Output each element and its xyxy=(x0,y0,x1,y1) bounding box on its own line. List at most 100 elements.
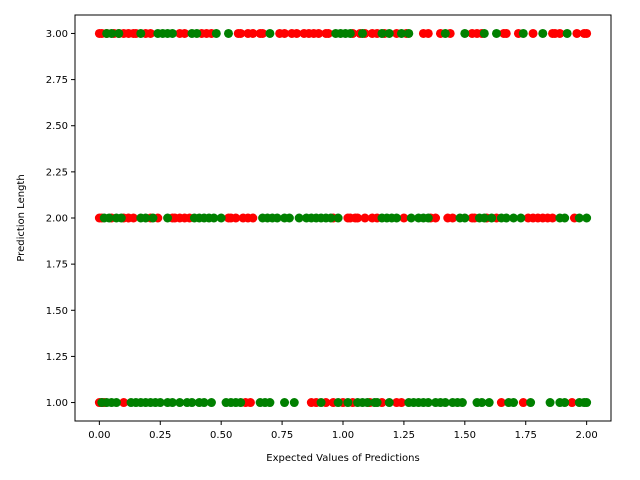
point-green-32 xyxy=(116,213,126,223)
point-green-22 xyxy=(440,28,450,38)
point-green-105 xyxy=(289,398,299,408)
point-green-137 xyxy=(582,398,592,408)
point-green-81 xyxy=(111,398,121,408)
point-green-42 xyxy=(216,213,226,223)
y-tick-label: 2.50 xyxy=(46,121,68,132)
y-tick-label: 1.25 xyxy=(46,352,68,363)
y-tick-label: 3.00 xyxy=(46,29,68,40)
point-green-134 xyxy=(560,398,570,408)
y-tick-label: 1.75 xyxy=(46,260,68,271)
point-red-10 xyxy=(146,28,156,38)
point-green-131 xyxy=(526,398,536,408)
x-tick-label: 0.75 xyxy=(271,430,293,441)
point-red-31 xyxy=(323,28,333,38)
point-green-56 xyxy=(333,213,343,223)
point-red-54 xyxy=(572,28,582,38)
point-red-117 xyxy=(518,398,528,408)
point-green-64 xyxy=(423,213,433,223)
point-green-69 xyxy=(487,213,497,223)
point-green-77 xyxy=(582,213,592,223)
point-green-68 xyxy=(479,213,489,223)
x-tick-label: 2.00 xyxy=(576,430,598,441)
x-tick-label: 1.00 xyxy=(332,430,354,441)
point-green-91 xyxy=(175,398,185,408)
point-green-16 xyxy=(345,28,355,38)
point-green-66 xyxy=(460,213,470,223)
x-tick-label: 0.50 xyxy=(210,430,232,441)
x-tick-label: 1.75 xyxy=(515,430,537,441)
point-green-26 xyxy=(518,28,528,38)
x-tick-label: 0.00 xyxy=(88,430,110,441)
x-tick-label: 1.50 xyxy=(454,430,476,441)
point-green-93 xyxy=(187,398,197,408)
point-green-18 xyxy=(377,28,387,38)
point-green-28 xyxy=(562,28,572,38)
point-red-103 xyxy=(119,398,129,408)
point-green-71 xyxy=(501,213,511,223)
point-red-48 xyxy=(501,28,511,38)
x-axis-ticks: 0.00 0.25 0.50 0.75 1.00 1.25 1.50 1.75 2.00 xyxy=(88,421,598,441)
point-red-118 xyxy=(567,398,577,408)
y-tick-label: 1.00 xyxy=(46,398,68,409)
y-axis-label: Prediction Length xyxy=(16,174,27,261)
point-green-10 xyxy=(211,28,221,38)
point-red-115 xyxy=(396,398,406,408)
x-tick-label: 0.25 xyxy=(149,430,171,441)
point-green-7 xyxy=(167,28,177,38)
point-green-21 xyxy=(404,28,414,38)
point-green-46 xyxy=(272,213,282,223)
point-red-80 xyxy=(353,213,363,223)
point-red-116 xyxy=(496,398,506,408)
y-tick-label: 2.25 xyxy=(46,167,68,178)
point-red-19 xyxy=(248,28,258,38)
point-green-88 xyxy=(155,398,165,408)
point-green-23 xyxy=(460,28,470,38)
point-green-103 xyxy=(265,398,275,408)
point-green-90 xyxy=(167,398,177,408)
x-axis-label: Expected Values of Predictions xyxy=(266,453,419,464)
point-green-108 xyxy=(343,398,353,408)
point-red-23 xyxy=(280,28,290,38)
point-green-107 xyxy=(333,398,343,408)
point-green-119 xyxy=(423,398,433,408)
y-tick-label: 2.75 xyxy=(46,75,68,86)
point-red-88 xyxy=(448,213,458,223)
point-green-19 xyxy=(384,28,394,38)
point-red-21 xyxy=(258,28,268,38)
point-green-12 xyxy=(265,28,275,38)
point-green-41 xyxy=(209,213,219,223)
point-green-122 xyxy=(440,398,450,408)
point-green-25 xyxy=(491,28,501,38)
point-green-95 xyxy=(199,398,209,408)
point-green-72 xyxy=(509,213,519,223)
point-red-41 xyxy=(423,28,433,38)
point-green-48 xyxy=(284,213,294,223)
point-red-50 xyxy=(528,28,538,38)
point-green-60 xyxy=(392,213,402,223)
point-green-61 xyxy=(406,213,416,223)
point-green-30 xyxy=(104,213,114,223)
point-red-53 xyxy=(555,28,565,38)
point-red-72 xyxy=(231,213,241,223)
point-green-2 xyxy=(114,28,124,38)
point-green-130 xyxy=(509,398,519,408)
point-green-76 xyxy=(574,213,584,223)
point-green-111 xyxy=(362,398,372,408)
point-red-12 xyxy=(180,28,190,38)
point-red-105 xyxy=(245,398,255,408)
point-green-34 xyxy=(141,213,151,223)
point-green-125 xyxy=(457,398,467,408)
point-green-9 xyxy=(192,28,202,38)
point-green-75 xyxy=(560,213,570,223)
point-green-104 xyxy=(280,398,290,408)
point-red-98 xyxy=(548,213,558,223)
point-green-3 xyxy=(136,28,146,38)
point-green-128 xyxy=(484,398,494,408)
point-green-114 xyxy=(384,398,394,408)
point-green-27 xyxy=(538,28,548,38)
point-red-17 xyxy=(236,28,246,38)
point-green-20 xyxy=(396,28,406,38)
point-red-29 xyxy=(314,28,324,38)
point-green-36 xyxy=(163,213,173,223)
